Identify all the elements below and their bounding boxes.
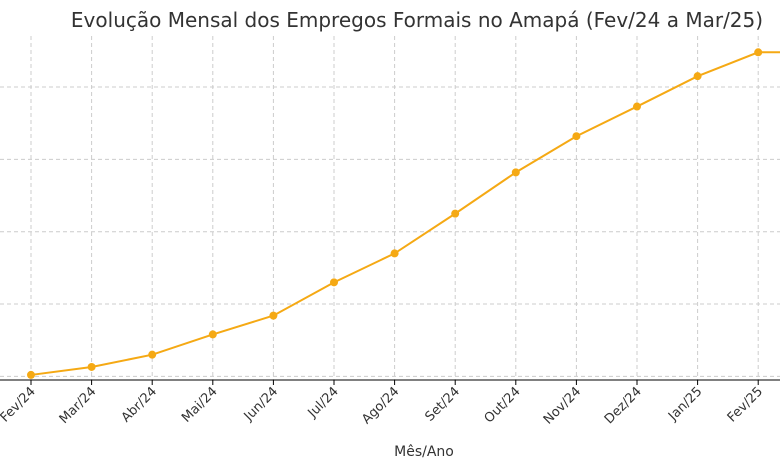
data-point: [208, 330, 217, 339]
x-axis-label: Mês/Ano: [394, 444, 454, 460]
data-point: [754, 48, 763, 57]
data-point: [27, 370, 35, 379]
data-point: [511, 168, 520, 177]
x-tick-label: Out/24: [482, 384, 524, 426]
x-tick-label: Nov/24: [541, 384, 584, 427]
x-tick-label: Jun/24: [241, 384, 281, 424]
data-point: [87, 362, 96, 371]
x-tick-label: Mar/24: [57, 384, 100, 427]
data-point: [390, 249, 399, 258]
x-tick-label: Abr/24: [119, 384, 160, 425]
x-tick-label: Jul/24: [305, 384, 342, 421]
chart-title: Evolução Mensal dos Empregos Formais no …: [71, 8, 763, 32]
data-point: [572, 132, 581, 141]
data-point: [269, 311, 278, 320]
x-tick-label: Set/24: [423, 384, 464, 425]
x-tick-layer: Fev/24 Mar/24 Abr/24 Mai/24 Jun/24 Jul/24 Ago/…: [0, 380, 766, 428]
series-line: [30, 51, 780, 376]
data-point: [633, 102, 641, 111]
point-layer: [27, 48, 763, 379]
data-point: [693, 72, 702, 81]
x-tick-label: Ago/24: [359, 384, 402, 427]
grid-layer: [0, 36, 780, 380]
x-tick-label: Mai/24: [179, 384, 221, 426]
x-tick-label: Jan/25: [665, 384, 705, 424]
data-point: [330, 278, 338, 287]
data-point: [148, 350, 157, 359]
data-point: [451, 209, 460, 218]
x-tick-label: Fev/24: [0, 384, 39, 425]
x-tick-label: Fev/25: [725, 384, 766, 425]
x-tick-label: Dez/24: [602, 384, 645, 427]
